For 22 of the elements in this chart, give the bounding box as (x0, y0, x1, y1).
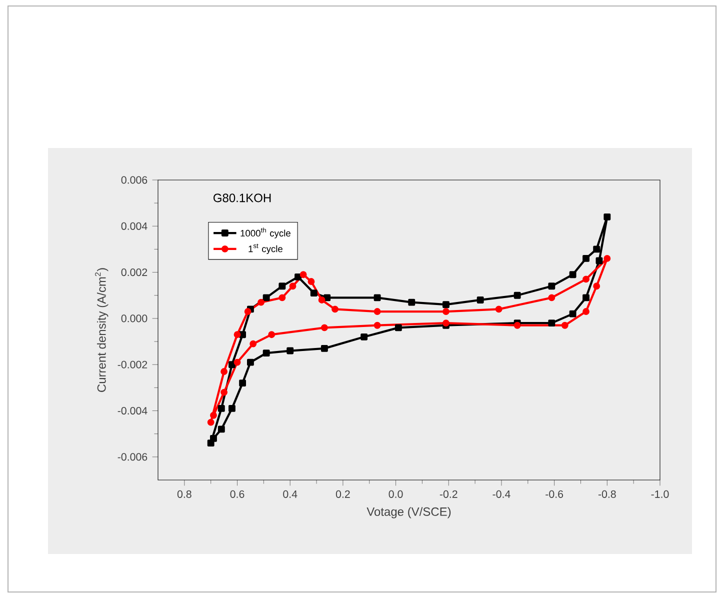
x-tick-label: -1.0 (651, 490, 669, 498)
annotation: G80.1KOH (214, 194, 271, 202)
legend-label: 1000$^{th}$ cycle (240, 228, 290, 238)
y-tick-label: -0.004 (118, 406, 148, 415)
x-tick-label: 0.8 (177, 490, 192, 498)
x-tick-label: 0.2 (336, 490, 350, 498)
x-tick-label: -0.6 (546, 490, 564, 498)
x-tick-label: 0.4 (283, 490, 298, 498)
y-tick-label: 0.004 (121, 222, 148, 230)
y-axis-title: Current density (A/cm$^{2}$) (95, 268, 108, 392)
y-tick-label: 0.006 (121, 176, 148, 184)
x-tick-label: 0.0 (388, 490, 403, 498)
x-tick-label: -0.2 (440, 490, 458, 498)
y-tick-label: -0.002 (118, 360, 148, 368)
x-tick-label: -0.4 (492, 490, 510, 498)
x-tick-label: 0.6 (230, 490, 244, 498)
y-tick-label: 0.002 (121, 268, 148, 276)
x-tick-label: -0.8 (598, 490, 616, 498)
y-tick-label: -0.006 (118, 453, 148, 461)
y-tick-label: 0.000 (121, 314, 148, 322)
x-axis-title: Votage (V/SCE) (366, 507, 451, 518)
legend-label: 1$^{st}$ cycle (248, 244, 282, 254)
